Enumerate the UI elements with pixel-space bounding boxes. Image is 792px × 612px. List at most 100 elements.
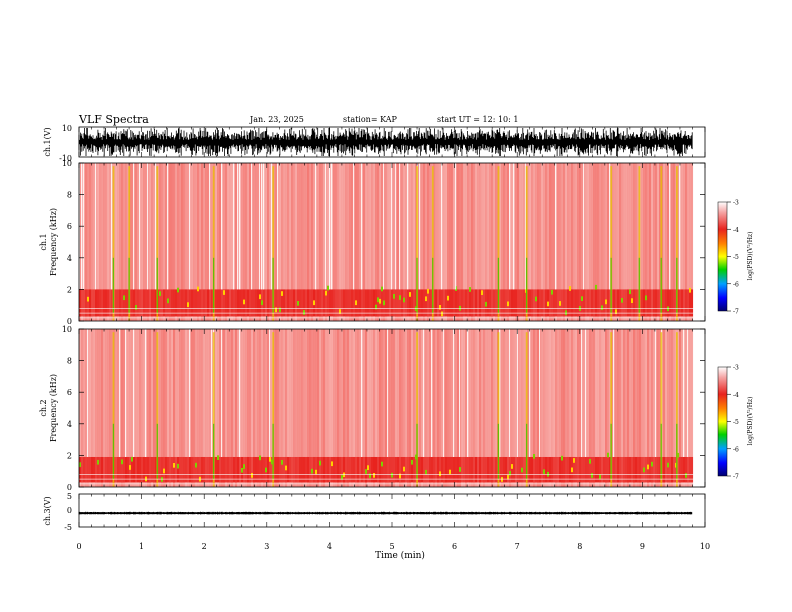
spectrogram-column xyxy=(553,163,556,321)
spectrogram-column xyxy=(379,329,382,487)
spectrogram-column xyxy=(193,163,196,321)
spectrogram-column xyxy=(647,329,650,487)
spectrogram-band-cell xyxy=(615,289,618,317)
spectrogram-column xyxy=(119,163,122,321)
spectrogram-column xyxy=(595,329,598,487)
spectrogram-band-cell xyxy=(411,456,414,483)
spectrogram-band-cell xyxy=(399,456,402,483)
spectrogram-band-cell xyxy=(117,289,120,317)
spectrogram-column xyxy=(199,329,202,487)
spectrogram-column xyxy=(155,329,158,487)
spectrogram-column xyxy=(107,329,110,487)
spectrogram-gap xyxy=(95,163,97,290)
spectrogram-band-cell xyxy=(293,456,296,483)
spectrogram-band-cell xyxy=(147,456,150,483)
spectrogram-column xyxy=(449,329,452,487)
spectrogram-column xyxy=(457,329,460,487)
spectrogram-gap xyxy=(139,163,141,290)
spectrogram-gap xyxy=(399,163,401,290)
spectrogram-band-cell xyxy=(621,289,624,317)
spectrogram-band-cell xyxy=(429,456,432,483)
spectrogram-column xyxy=(631,163,634,321)
spectrogram-band-cell xyxy=(531,456,534,483)
spectrogram-band-cell xyxy=(347,289,350,317)
spectrogram-column xyxy=(177,163,180,321)
spectrogram-band-cell xyxy=(107,456,110,483)
spectrogram-column xyxy=(279,163,282,321)
ch2-spectrogram-yticks: 0 2 4 6 8 10 xyxy=(62,325,705,492)
spectrogram-band-cell xyxy=(127,289,130,317)
spectrogram-hot-cell xyxy=(369,473,372,479)
spectrogram-gap xyxy=(325,163,327,290)
spectrogram-column xyxy=(345,329,348,487)
spectrogram-column xyxy=(487,163,490,321)
spectrogram-column xyxy=(217,163,220,321)
spectrogram-band-cell xyxy=(477,289,480,317)
spectrogram-streak-core xyxy=(497,423,499,480)
spectrogram-column xyxy=(365,329,368,487)
spectrogram-band-cell xyxy=(617,456,620,483)
spectrogram-gap xyxy=(239,329,241,457)
spectrogram-column xyxy=(205,329,208,487)
spectrogram-band-cell xyxy=(81,289,84,317)
spectrogram-band-cell xyxy=(613,456,616,483)
spectrogram-column xyxy=(627,329,630,487)
spectrogram-gap xyxy=(419,163,421,290)
spectrogram-hot-cell xyxy=(447,295,450,301)
spectrogram-hot-cell xyxy=(667,462,670,468)
spectrogram-gap xyxy=(509,329,511,457)
spectrogram-band-cell xyxy=(275,289,278,317)
spectrogram-band-cell xyxy=(479,289,482,317)
spectrogram-column xyxy=(181,329,184,487)
ch1-ytick-top: 10 xyxy=(62,124,72,133)
spectrogram-column xyxy=(249,329,252,487)
ch3-waveform-trace xyxy=(78,511,693,515)
spectrogram-band-cell xyxy=(277,289,280,317)
spectrogram-band-cell xyxy=(265,289,268,317)
spectrogram-column xyxy=(683,163,686,321)
spectrogram-gap xyxy=(669,163,671,290)
spectrogram-column xyxy=(463,329,466,487)
spectrogram-streak xyxy=(660,166,663,321)
spectrogram-column xyxy=(423,163,426,321)
spectrogram-column xyxy=(347,329,350,487)
spectrogram-column xyxy=(677,163,680,321)
spectrogram-band-cell xyxy=(487,456,490,483)
spectrogram-gap xyxy=(125,329,127,457)
spectrogram-column xyxy=(183,329,186,487)
spectrogram-band-cell xyxy=(583,289,586,317)
spectrogram-column xyxy=(557,163,560,321)
spectrogram-band-cell xyxy=(151,456,154,483)
spectrogram-band-cell xyxy=(231,289,234,317)
spectrogram-column xyxy=(621,163,624,321)
spectrogram-band-cell xyxy=(263,456,266,483)
spectrogram-band-cell xyxy=(379,456,382,483)
spectrogram-column xyxy=(439,329,442,487)
spectrogram-gap xyxy=(189,163,191,290)
spectrogram-band-cell xyxy=(463,289,466,317)
spectrogram-band-cell xyxy=(233,456,236,483)
spectrogram-band-cell xyxy=(669,289,672,317)
spectrogram-column xyxy=(523,163,526,321)
spectrogram-column xyxy=(297,163,300,321)
station-label: station= KAP xyxy=(343,115,397,124)
ch2-spectrogram-panel: 0 2 4 6 8 10 ch.2 Frequency (kHz) xyxy=(39,325,706,492)
spectrogram-column xyxy=(375,329,378,487)
spectrogram-gap xyxy=(423,329,425,457)
spectrogram-band-cell xyxy=(477,456,480,483)
spectrogram-column xyxy=(353,329,356,487)
spectrogram-column xyxy=(359,163,362,321)
spectrogram-gap xyxy=(467,329,469,457)
spectrogram-column xyxy=(527,329,530,487)
spectrogram-hot-cell xyxy=(685,473,688,478)
spectrogram-band-cell xyxy=(421,289,424,317)
spectrogram-band-cell xyxy=(417,456,420,483)
spectrogram-column xyxy=(135,329,138,487)
spectrogram-column xyxy=(117,163,120,321)
spectrogram-band-cell xyxy=(141,456,144,483)
spectrogram-band-cell xyxy=(99,456,102,483)
spectrogram-band-cell xyxy=(331,289,334,317)
spectrogram-column xyxy=(591,163,594,321)
spectrogram-band-cell xyxy=(149,289,152,317)
spectrogram-band-cell xyxy=(365,289,368,317)
